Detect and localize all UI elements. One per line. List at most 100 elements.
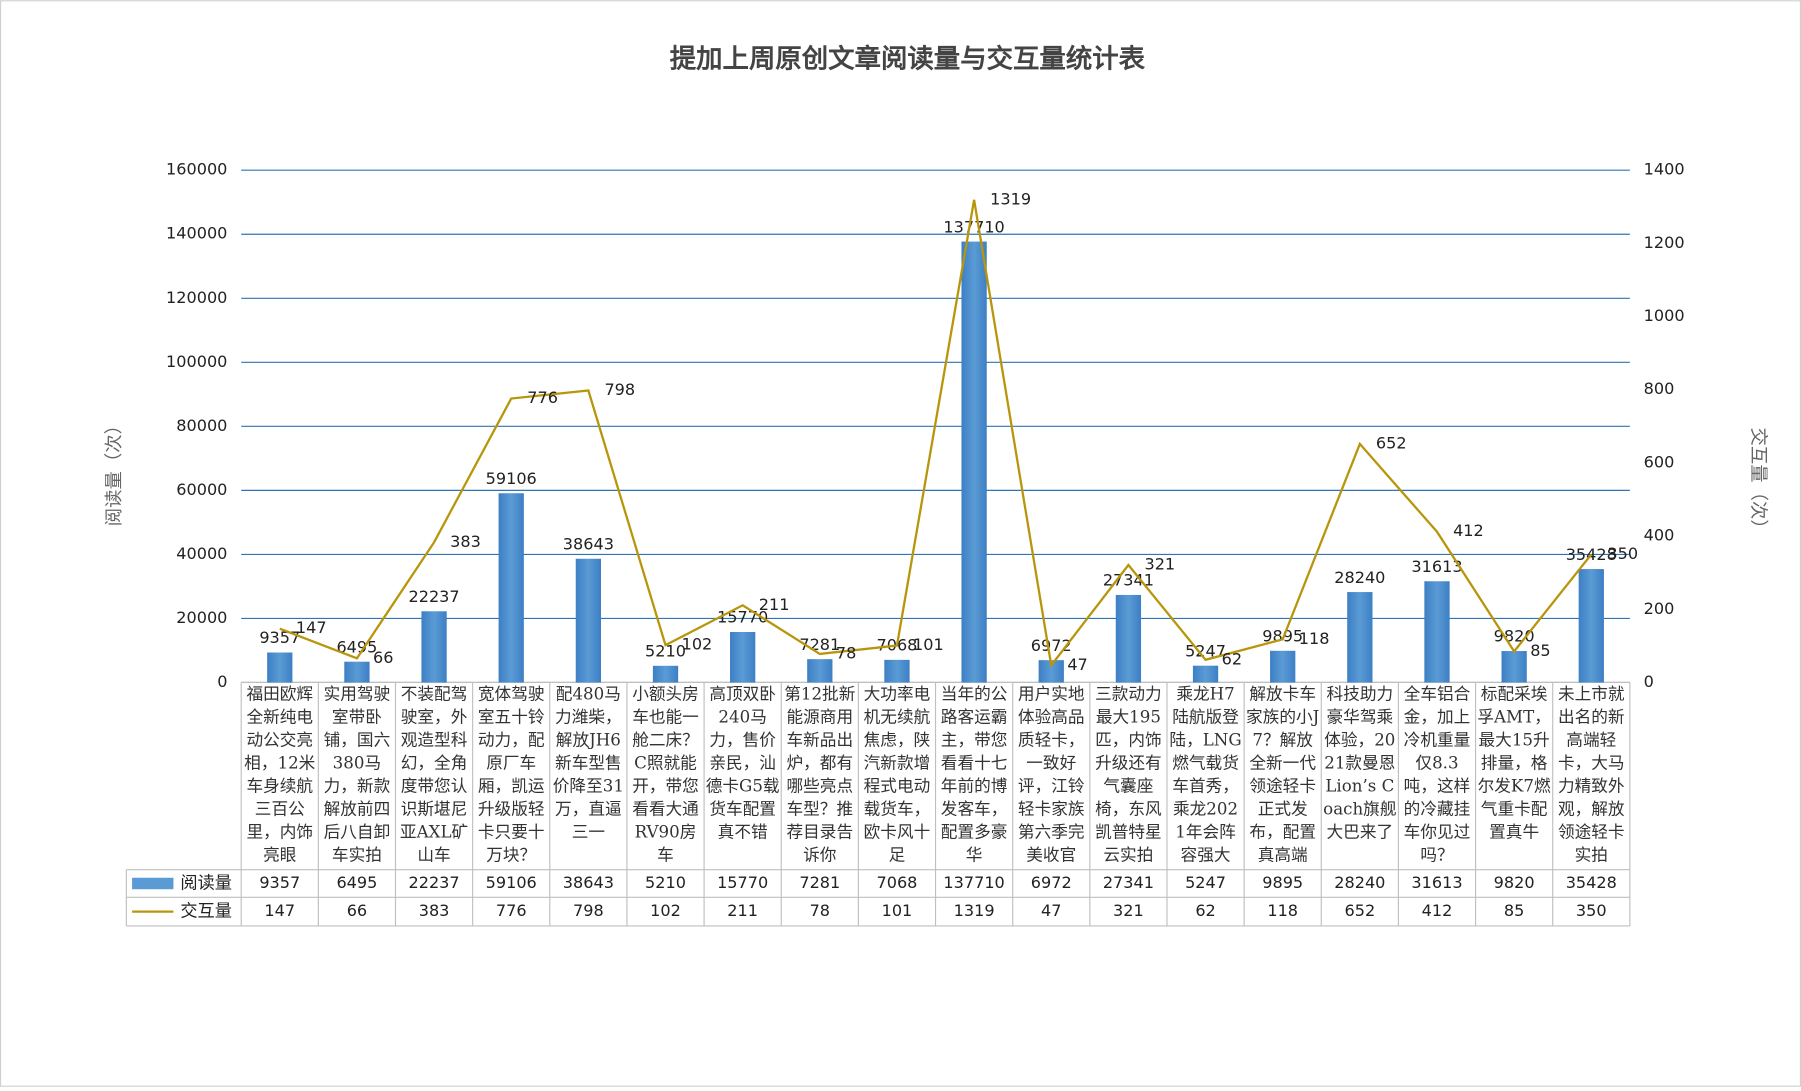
bar-value-label: 9357 xyxy=(259,628,300,647)
y-tick-label: 100000 xyxy=(166,352,227,371)
bar xyxy=(1424,581,1450,683)
table-value: 412 xyxy=(1422,901,1453,920)
line-value-label: 383 xyxy=(450,532,481,551)
line-value-label: 118 xyxy=(1299,629,1330,648)
x-tick-label: 全车铝合金，加上冷机重量仅8.3吨，这样的冷藏挂车你见过吗？ xyxy=(1403,685,1471,866)
table-value: 7281 xyxy=(799,873,840,892)
x-tick-label: 配480马力潍柴，解放JH6新车型售价降至31万，直逼三一 xyxy=(552,685,624,843)
bar xyxy=(267,652,293,683)
y2-tick-label: 400 xyxy=(1644,526,1675,545)
legend-label: 交互量 xyxy=(180,902,232,922)
line-value-label: 412 xyxy=(1453,521,1484,540)
y-tick-label: 60000 xyxy=(176,480,227,499)
bar xyxy=(421,611,447,683)
legend-label: 阅读量 xyxy=(180,873,232,893)
bar-value-label: 28240 xyxy=(1334,568,1385,587)
category-cell: 当年的公路客运霸主，带您看看十七年前的博发客车，配置多豪华 xyxy=(940,685,1008,866)
x-tick-label: 未上市就出名的新高端轻卡，大马力精致外观，解放领途轻卡实拍 xyxy=(1557,685,1625,866)
bar xyxy=(1270,650,1296,683)
bar-value-label: 59106 xyxy=(486,469,537,488)
table-value: 31613 xyxy=(1411,873,1462,892)
bar-value-label: 137710 xyxy=(943,217,1004,236)
table-value: 35428 xyxy=(1566,873,1617,892)
x-tick-label: 高顶双卧240马力，售价亲民，汕德卡G5载货车配置真不错 xyxy=(705,685,780,843)
x-tick-label: 当年的公路客运霸主，带您看看十七年前的博发客车，配置多豪华 xyxy=(940,685,1008,866)
category-cell: 不装配驾驶室，外观造型科幻，全角度带您认识斯堪尼亚AXL矿山车 xyxy=(400,686,468,865)
table-value: 1319 xyxy=(954,901,995,920)
table-value: 62 xyxy=(1195,901,1215,920)
table-value: 321 xyxy=(1113,901,1144,920)
bar xyxy=(652,665,679,683)
category-cell: 解放卡车家族的小J7？解放全新一代领途轻卡正式发布，配置真高端 xyxy=(1246,686,1319,865)
category-cell: 乘龙H7陆航版登陆，LNG燃气载货车首秀，乘龙2021年会阵容强大 xyxy=(1169,685,1242,866)
table-value: 101 xyxy=(882,901,913,920)
bar-value-label: 22237 xyxy=(408,587,459,606)
line-value-label: 211 xyxy=(759,595,790,614)
table-value: 6972 xyxy=(1031,873,1072,892)
x-tick-label: 标配采埃孚AMT，最大15升排量，格尔发K7燃气重卡配置真牛 xyxy=(1477,685,1551,843)
y-tick-label: 0 xyxy=(217,672,227,691)
x-tick-label: 乘龙H7陆航版登陆，LNG燃气载货车首秀，乘龙2021年会阵容强大 xyxy=(1169,685,1242,866)
table-value: 78 xyxy=(810,901,830,920)
y2-tick-label: 0 xyxy=(1644,672,1654,691)
line-value-label: 1319 xyxy=(990,189,1031,208)
y2-tick-label: 1000 xyxy=(1644,306,1685,325)
category-cell: 福田欧辉全新纯电动公交亮相，12米车身续航三百公里，内饰亮眼 xyxy=(244,686,315,865)
y-tick-label: 20000 xyxy=(176,608,227,627)
y-tick-label: 160000 xyxy=(166,160,227,179)
line-value-label: 102 xyxy=(682,635,713,654)
bar xyxy=(1578,569,1604,683)
bar xyxy=(1347,592,1373,683)
line-value-label: 652 xyxy=(1376,433,1407,452)
table-value: 798 xyxy=(573,901,604,920)
category-cell: 标配采埃孚AMT，最大15升排量，格尔发K7燃气重卡配置真牛 xyxy=(1477,685,1551,843)
table-value: 137710 xyxy=(943,873,1004,892)
category-cell: 全车铝合金，加上冷机重量仅8.3吨，这样的冷藏挂车你见过吗？ xyxy=(1403,685,1471,866)
category-cell: 科技助力豪华驾乘体验，2021款曼恩Lion’s Coach旗舰大巴来了 xyxy=(1323,686,1396,842)
table-value: 59106 xyxy=(486,873,537,892)
category-cell: 小额头房车也能一舱二床？C照就能开，带您看看大通RV90房车 xyxy=(632,686,699,865)
x-tick-label: 三款动力最大195匹，内饰升级还有气囊座椅，东风凯普特星云实拍 xyxy=(1095,685,1162,866)
y-tick-label: 80000 xyxy=(176,416,227,435)
bar xyxy=(1192,665,1219,683)
table-value: 7068 xyxy=(876,873,917,892)
bar xyxy=(498,493,524,683)
bar xyxy=(1038,660,1064,683)
y-tick-label: 120000 xyxy=(166,288,227,307)
x-tick-label: 第12批新能源商用车新品出炉，都有哪些亮点车型？推荐目录告诉你 xyxy=(784,685,856,866)
line xyxy=(279,199,1593,669)
bar xyxy=(1501,651,1527,683)
y2-tick-label: 1200 xyxy=(1644,233,1685,252)
table-value: 147 xyxy=(264,901,295,920)
line-value-label: 66 xyxy=(373,648,393,667)
category-cell: 三款动力最大195匹，内饰升级还有气囊座椅，东风凯普特星云实拍 xyxy=(1095,685,1162,866)
x-tick-label: 实用驾驶室带卧铺，国六380马力，新款解放前四后八自卸车实拍 xyxy=(323,685,391,866)
category-cell: 第12批新能源商用车新品出炉，都有哪些亮点车型？推荐目录告诉你 xyxy=(784,685,856,866)
table-value: 27341 xyxy=(1103,873,1154,892)
table-value: 9357 xyxy=(259,873,300,892)
line-value-label: 78 xyxy=(836,643,856,662)
line-value-label: 776 xyxy=(527,388,558,407)
bar-value-label: 38643 xyxy=(563,534,614,553)
table-value: 9820 xyxy=(1494,873,1535,892)
y2-axis-title: 交互量（次） xyxy=(1747,428,1768,538)
x-tick-label: 宽体驾驶室五十铃动力，配原厂车厢，凯运升级版轻卡只要十万块？ xyxy=(477,685,545,866)
category-cell: 高顶双卧240马力，售价亲民，汕德卡G5载货车配置真不错 xyxy=(705,685,780,843)
line-value-label: 62 xyxy=(1222,649,1242,668)
chart-title: 提加上周原创文章阅读量与交互量统计表 xyxy=(670,43,1146,74)
category-cell: 未上市就出名的新高端轻卡，大马力精致外观，解放领途轻卡实拍 xyxy=(1557,685,1625,866)
table-value: 28240 xyxy=(1334,873,1385,892)
bar xyxy=(807,659,833,683)
x-tick-label: 用户实地体验高品质轻卡，一致好评，江铃轻卡家族第六季完美收官 xyxy=(1017,685,1085,866)
table-value: 776 xyxy=(496,901,527,920)
bar xyxy=(730,631,756,683)
category-cell: 用户实地体验高品质轻卡，一致好评，江铃轻卡家族第六季完美收官 xyxy=(1017,685,1085,866)
table-value: 652 xyxy=(1344,901,1375,920)
bar xyxy=(575,558,602,683)
table-value: 47 xyxy=(1041,901,1061,920)
table-value: 9895 xyxy=(1262,873,1303,892)
bar-value-label: 5210 xyxy=(645,642,686,661)
table-value: 5210 xyxy=(645,873,686,892)
category-cell: 大功率电机无续航焦虑，陕汽新款增程式电动载货车，欧卡风十足 xyxy=(864,686,931,865)
bar-value-label: 9820 xyxy=(1494,627,1535,646)
